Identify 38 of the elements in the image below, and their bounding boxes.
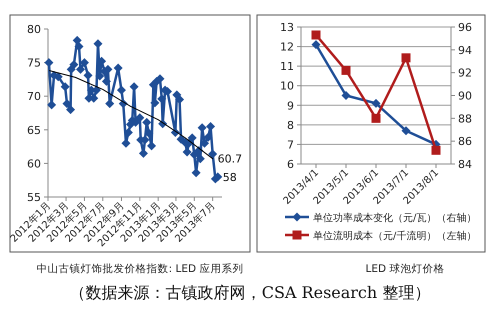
y-tick-label: 70 <box>27 90 41 104</box>
y-tick-label: 7 <box>287 138 294 152</box>
y-tick-label: 80 <box>27 23 41 36</box>
point <box>372 98 380 108</box>
text: LED 球泡灯价格 <box>366 262 444 275</box>
text: （数据来源：古镇政府网，CSA Research 整理） <box>70 283 430 302</box>
y-tick-label: 11 <box>280 60 294 74</box>
point <box>402 53 410 62</box>
y2-tick-label: 84 <box>458 158 472 171</box>
point <box>342 66 350 75</box>
y-tick-label: 55 <box>27 191 41 204</box>
y-tick-label: 9 <box>287 99 294 112</box>
y2-tick-label: 88 <box>458 112 472 126</box>
y-tick-label: 12 <box>280 40 294 54</box>
text: 中山古镇灯饰批发价格指数: LED 应用系列 <box>36 262 244 275</box>
y-tick-label: 13 <box>280 21 294 34</box>
y-tick-label: 8 <box>287 118 294 132</box>
point <box>342 91 350 100</box>
line-series <box>49 70 214 160</box>
data-label: 58 <box>222 170 237 184</box>
point <box>372 114 380 123</box>
y-tick-label: 10 <box>280 80 294 93</box>
point <box>432 146 440 155</box>
y2-tick-label: 92 <box>458 66 472 80</box>
y2-tick-label: 90 <box>458 90 472 102</box>
point <box>312 30 320 40</box>
data-label: 60.7 <box>218 152 242 166</box>
y-tick-label: 6 <box>287 158 294 171</box>
y-tick-label: 75 <box>27 56 41 70</box>
point <box>312 40 320 50</box>
y2-tick-label: 94 <box>458 44 472 57</box>
y-tick-label: 60 <box>27 157 41 170</box>
legend-label: 单位流明成本（元/千流明）（左轴） <box>313 230 476 242</box>
y-tick-label: 65 <box>27 124 41 137</box>
y2-tick-label: 86 <box>458 135 472 148</box>
y2-tick-label: 96 <box>458 21 472 34</box>
point <box>402 126 410 136</box>
legend-label: 单位功率成本变化（元/瓦）（右轴） <box>313 212 476 224</box>
